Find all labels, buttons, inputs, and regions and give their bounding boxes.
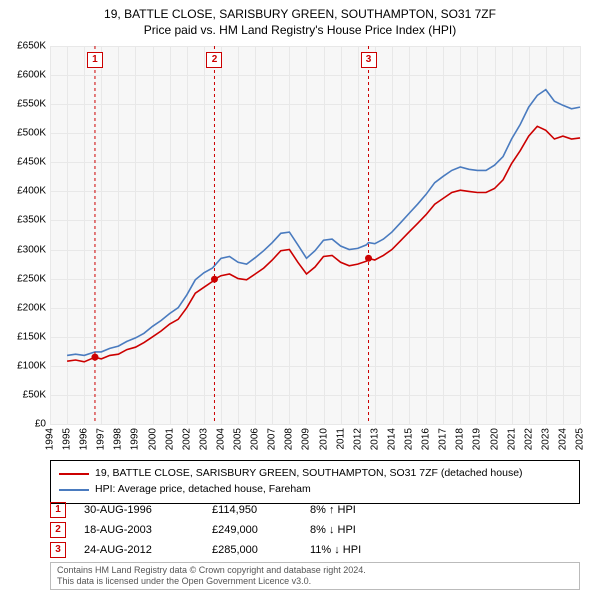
x-tick-label: 2018 — [455, 428, 466, 450]
y-axis: £0£50K£100K£150K£200K£250K£300K£350K£400… — [0, 46, 50, 424]
legend-swatch — [59, 489, 89, 491]
title-line2: Price paid vs. HM Land Registry's House … — [0, 22, 600, 38]
x-tick-label: 2023 — [540, 428, 551, 450]
x-tick-label: 1998 — [113, 428, 124, 450]
legend-row: 19, BATTLE CLOSE, SARISBURY GREEN, SOUTH… — [59, 466, 571, 482]
x-tick-label: 2000 — [147, 428, 158, 450]
sales-diff: 8% ↑ HPI — [310, 504, 410, 516]
x-tick-label: 1995 — [62, 428, 73, 450]
sales-marker-box: 3 — [50, 542, 66, 558]
x-tick-label: 2013 — [369, 428, 380, 450]
sales-date: 24-AUG-2012 — [84, 544, 194, 556]
x-tick-label: 2011 — [335, 428, 346, 450]
x-tick-label: 1997 — [96, 428, 107, 450]
sales-row: 3 24-AUG-2012 £285,000 11% ↓ HPI — [50, 540, 580, 560]
sales-marker-box: 1 — [50, 502, 66, 518]
x-tick-label: 2002 — [181, 428, 192, 450]
x-tick-label: 2005 — [233, 428, 244, 450]
footer-line2: This data is licensed under the Open Gov… — [57, 576, 573, 587]
x-tick-label: 2024 — [557, 428, 568, 450]
x-tick-label: 2006 — [250, 428, 261, 450]
y-tick-label: £250K — [17, 273, 46, 284]
sales-row: 2 18-AUG-2003 £249,000 8% ↓ HPI — [50, 520, 580, 540]
sales-price: £249,000 — [212, 524, 292, 536]
x-tick-label: 2012 — [352, 428, 363, 450]
x-tick-label: 2008 — [284, 428, 295, 450]
legend-label: 19, BATTLE CLOSE, SARISBURY GREEN, SOUTH… — [95, 466, 523, 482]
y-tick-label: £650K — [17, 41, 46, 52]
x-tick-label: 2001 — [164, 428, 175, 450]
sales-marker-box: 2 — [50, 522, 66, 538]
y-tick-label: £550K — [17, 99, 46, 110]
x-tick-label: 2016 — [421, 428, 432, 450]
x-tick-label: 2015 — [404, 428, 415, 450]
x-tick-label: 2022 — [523, 428, 534, 450]
y-tick-label: £500K — [17, 128, 46, 139]
x-tick-label: 2020 — [489, 428, 500, 450]
sales-date: 30-AUG-1996 — [84, 504, 194, 516]
x-tick-label: 1999 — [130, 428, 141, 450]
legend-label: HPI: Average price, detached house, Fare… — [95, 482, 311, 498]
sale-marker-label: 2 — [206, 52, 222, 68]
y-tick-label: £200K — [17, 302, 46, 313]
legend-row: HPI: Average price, detached house, Fare… — [59, 482, 571, 498]
sales-price: £285,000 — [212, 544, 292, 556]
y-tick-label: £100K — [17, 360, 46, 371]
x-gridline — [580, 46, 581, 424]
y-tick-label: £400K — [17, 186, 46, 197]
x-tick-label: 2017 — [438, 428, 449, 450]
marker-layer: 1 2 3 — [50, 46, 580, 424]
y-tick-label: £350K — [17, 215, 46, 226]
y-tick-label: £300K — [17, 244, 46, 255]
x-tick-label: 2003 — [198, 428, 209, 450]
sales-table: 1 30-AUG-1996 £114,950 8% ↑ HPI 2 18-AUG-2003… — [50, 500, 580, 560]
x-tick-label: 2014 — [386, 428, 397, 450]
sales-date: 18-AUG-2003 — [84, 524, 194, 536]
x-tick-label: 2009 — [301, 428, 312, 450]
sales-row: 1 30-AUG-1996 £114,950 8% ↑ HPI — [50, 500, 580, 520]
legend-swatch — [59, 473, 89, 475]
chart-container: 19, BATTLE CLOSE, SARISBURY GREEN, SOUTH… — [0, 0, 600, 590]
x-tick-label: 2025 — [575, 428, 586, 450]
title-block: 19, BATTLE CLOSE, SARISBURY GREEN, SOUTH… — [0, 0, 600, 38]
x-tick-label: 2004 — [215, 428, 226, 450]
y-tick-label: £150K — [17, 331, 46, 342]
x-axis: 1994199519961997199819992000200120022003… — [50, 424, 580, 456]
footer-line1: Contains HM Land Registry data © Crown c… — [57, 565, 573, 576]
sales-diff: 8% ↓ HPI — [310, 524, 410, 536]
y-tick-label: £600K — [17, 70, 46, 81]
legend: 19, BATTLE CLOSE, SARISBURY GREEN, SOUTH… — [50, 460, 580, 504]
footer-attribution: Contains HM Land Registry data © Crown c… — [50, 562, 580, 590]
x-tick-label: 2010 — [318, 428, 329, 450]
x-tick-label: 1994 — [45, 428, 56, 450]
sale-marker-label: 3 — [361, 52, 377, 68]
plot-area: 1 2 3 — [50, 46, 580, 424]
title-line1: 19, BATTLE CLOSE, SARISBURY GREEN, SOUTH… — [0, 6, 600, 22]
sale-marker-label: 1 — [87, 52, 103, 68]
x-tick-label: 2019 — [472, 428, 483, 450]
x-tick-label: 2021 — [506, 428, 517, 450]
y-tick-label: £450K — [17, 157, 46, 168]
x-tick-label: 1996 — [79, 428, 90, 450]
x-tick-label: 2007 — [267, 428, 278, 450]
sales-price: £114,950 — [212, 504, 292, 516]
sales-diff: 11% ↓ HPI — [310, 544, 410, 556]
y-tick-label: £50K — [23, 389, 46, 400]
